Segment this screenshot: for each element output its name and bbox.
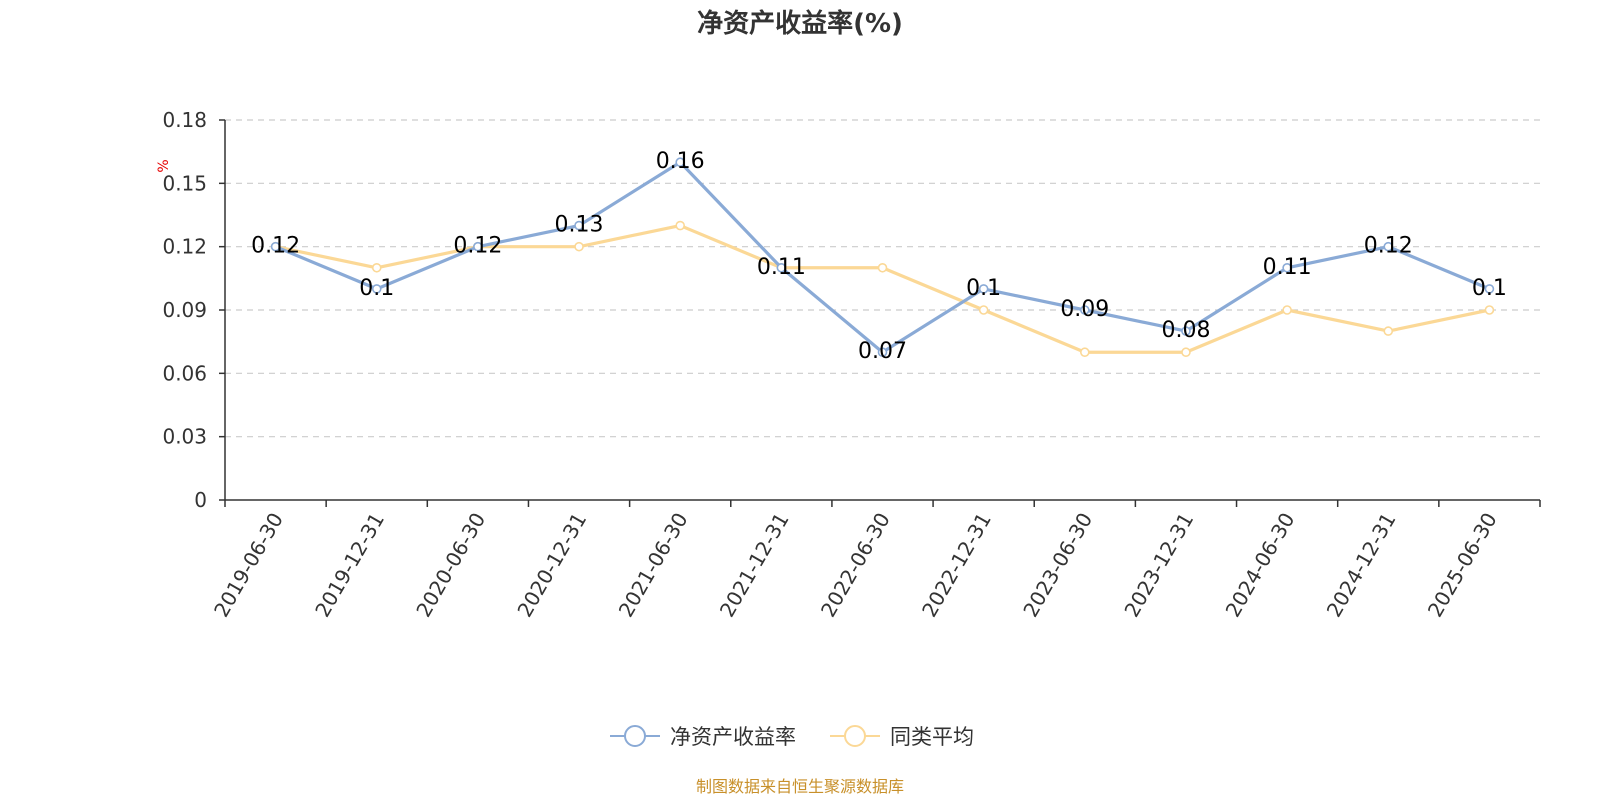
legend-label: 净资产收益率	[670, 725, 796, 749]
y-tick-label: 0	[194, 488, 207, 512]
legend-label: 同类平均	[890, 725, 974, 749]
x-tick-label: 2020-12-31	[512, 509, 591, 622]
axes: 0 0.03 0.06 0.09 0.12 0.15 0.18 2019-06-30 2019-…	[162, 108, 1541, 622]
data-point	[675, 157, 685, 168]
data-point	[1383, 326, 1394, 336]
y-tick-label: 0.09	[162, 298, 207, 322]
y-tick-label: 0.18	[162, 108, 207, 132]
data-label: 0.13	[555, 213, 604, 238]
data-point	[473, 241, 483, 252]
data-point	[1080, 347, 1090, 358]
data-label: 0.12	[251, 234, 300, 259]
data-point	[371, 284, 382, 294]
data-point	[371, 262, 382, 273]
chart-title: 净资产收益率(%)	[697, 8, 903, 39]
data-point	[675, 220, 685, 231]
data-point	[1181, 326, 1191, 336]
x-tick-label: 2023-06-30	[1018, 509, 1097, 622]
x-tick-label: 2021-12-31	[715, 509, 794, 622]
x-tick-label: 2023-12-31	[1119, 509, 1198, 622]
y-tick-label: 0.12	[162, 235, 207, 259]
data-label: 0.16	[656, 149, 705, 174]
x-tick-label: 2024-12-31	[1322, 509, 1401, 622]
legend[interactable]: 净资产收益率 同类平均	[610, 725, 974, 749]
data-label: 0.1	[359, 276, 394, 301]
data-point	[978, 305, 989, 315]
data-point	[978, 284, 989, 294]
data-point	[1282, 305, 1292, 315]
x-tick-label: 2022-06-30	[816, 509, 895, 622]
data-point	[1080, 305, 1090, 315]
data-point	[574, 220, 584, 231]
x-tick-label: 2021-06-30	[614, 509, 693, 622]
y-tick-label: 0.03	[162, 425, 207, 449]
data-point	[1383, 241, 1394, 252]
data-source-note: 制图数据来自恒生聚源数据库	[696, 777, 904, 796]
grid-lines	[225, 119, 1540, 438]
x-tick-label: 2019-06-30	[209, 509, 288, 622]
data-point	[1181, 347, 1191, 358]
data-label: 0.07	[858, 339, 907, 364]
data-labels: 0.12 0.1 0.12 0.13 0.16 0.11 0.07 0.1 0.09 0.08 0.…	[251, 149, 1507, 364]
data-label: 0.11	[1263, 255, 1312, 280]
data-label: 0.1	[1472, 276, 1507, 301]
data-point	[877, 262, 888, 273]
data-label: 0.11	[757, 255, 806, 280]
data-point	[270, 241, 281, 252]
data-label: 0.12	[1364, 234, 1413, 259]
series-lines	[270, 157, 1495, 358]
data-point	[574, 241, 584, 252]
x-tick-label: 2019-12-31	[310, 509, 389, 622]
data-point	[776, 262, 787, 273]
data-label: 0.08	[1161, 318, 1210, 343]
data-point	[877, 347, 888, 358]
y-tick-label: 0.15	[162, 171, 207, 195]
legend-swatch-marker	[844, 725, 866, 747]
y-axis-unit: %	[156, 159, 172, 172]
data-label: 0.09	[1060, 297, 1109, 322]
legend-swatch-marker	[624, 725, 646, 747]
data-point	[1484, 284, 1495, 294]
x-tick-label: 2020-06-30	[411, 509, 490, 622]
data-label: 0.1	[966, 276, 1001, 301]
y-tick-label: 0.06	[162, 361, 207, 385]
data-label: 0.12	[453, 234, 502, 259]
data-point	[1282, 262, 1292, 273]
x-tick-label: 2022-12-31	[917, 509, 996, 622]
x-tick-label: 2024-06-30	[1221, 509, 1300, 622]
x-tick-label: 2025-06-30	[1423, 509, 1502, 622]
data-point	[1484, 305, 1495, 315]
